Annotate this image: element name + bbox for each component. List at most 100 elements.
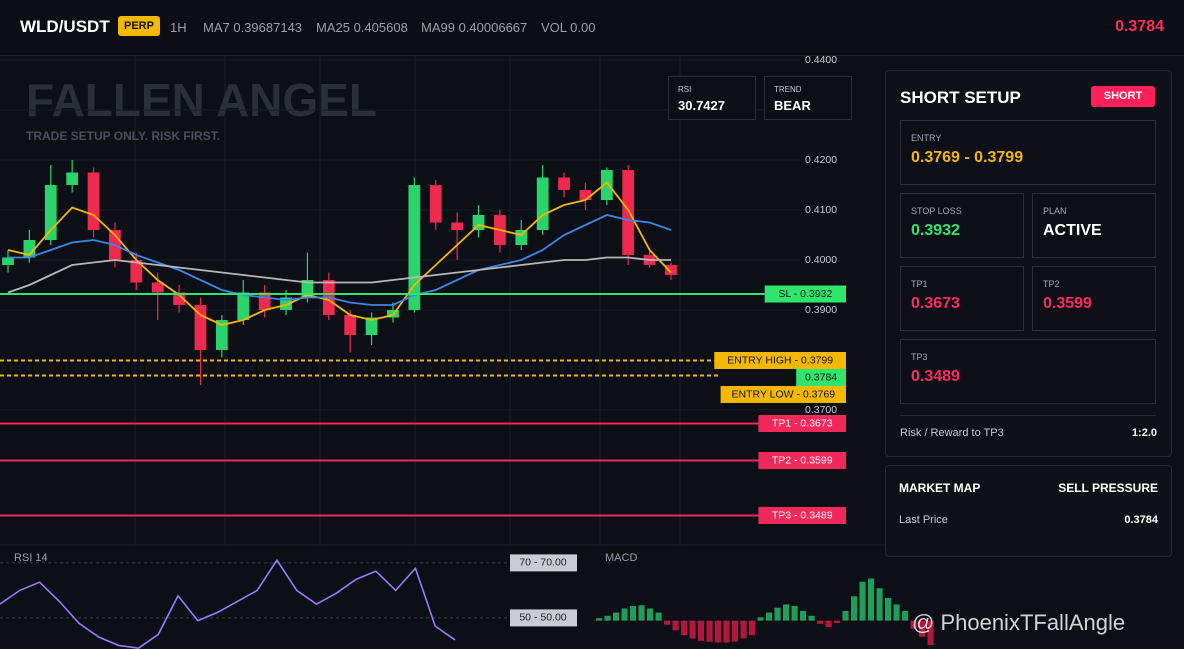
candle-body: [66, 172, 79, 185]
histogram-bar: [919, 620, 926, 637]
y-tick-label: 0.3900: [805, 304, 837, 316]
level-label-box: [758, 507, 846, 524]
candle-body: [130, 260, 143, 283]
histogram-bar: [681, 620, 688, 636]
histogram-bar: [723, 620, 730, 643]
mm-status: SELL PRESSURE: [1058, 481, 1158, 495]
card: TP3 0.3489: [900, 339, 1156, 404]
candle-body: [558, 177, 570, 190]
histogram-bar: [774, 607, 781, 621]
level-label-box: [758, 452, 846, 469]
level-label-box: [758, 415, 846, 432]
card: PLAN ACTIVE: [1032, 193, 1156, 258]
rsi-line: [0, 558, 456, 649]
candle-body: [44, 185, 57, 240]
ma-line: [8, 214, 672, 306]
candle-body: [429, 185, 442, 223]
candle-body: [365, 317, 378, 335]
histogram-bar: [715, 620, 722, 643]
y-tick-label: 0.3700: [805, 404, 837, 416]
setup-panel: SHORT SETUP SHORT ENTRY 0.3769 - 0.3799 S…: [885, 70, 1172, 457]
histogram-bar: [740, 620, 747, 639]
histogram-bar: [817, 620, 824, 624]
level-label: ENTRY HIGH - 0.3799: [727, 354, 833, 366]
histogram-bar: [868, 578, 875, 621]
ma99: MA99 0.40006667: [421, 20, 528, 35]
histogram-bar: [842, 610, 849, 621]
histogram-bar: [698, 620, 705, 641]
histogram-bar: [596, 618, 603, 621]
candle-body: [344, 315, 357, 335]
y-tick-label: 0.4100: [805, 204, 837, 216]
histogram-bar: [613, 612, 620, 621]
badge: PERP: [118, 16, 160, 36]
indicator-label: RSI: [678, 85, 692, 94]
level-label: TP2 - 0.3599: [772, 454, 833, 466]
histogram-bar: [902, 610, 909, 621]
histogram-bar: [655, 612, 662, 621]
card: STOP LOSS 0.3932: [900, 193, 1024, 258]
histogram-bar: [664, 620, 671, 625]
indicator-box: TREND BEAR: [764, 76, 852, 120]
last-price: 0.3784: [1115, 18, 1164, 35]
level-label: TP3 - 0.3489: [772, 509, 833, 521]
histogram-bar: [732, 620, 739, 642]
divider: [900, 415, 1156, 416]
symbol: WLD/USDT: [20, 17, 110, 36]
candle-body: [87, 172, 100, 230]
card: ENTRY 0.3769 - 0.3799: [900, 120, 1156, 185]
candle-body: [2, 257, 14, 265]
histogram-bar: [876, 588, 883, 621]
candle-body: [23, 240, 36, 258]
card-value: 0.3932: [911, 222, 960, 239]
level-label-box: [714, 352, 846, 369]
candle-body: [258, 292, 271, 310]
histogram-bar: [757, 617, 764, 621]
level-label: ENTRY LOW - 0.3769: [732, 388, 836, 400]
histogram-bar: [638, 605, 645, 621]
card: TP1 0.3673: [900, 266, 1024, 331]
candle-body: [451, 222, 464, 230]
card-value: 0.3673: [911, 295, 960, 312]
histogram-bar: [791, 606, 798, 621]
histogram-bar: [783, 604, 790, 621]
tick-box: [510, 609, 577, 627]
card-label: STOP LOSS: [911, 206, 962, 216]
y-tick-label: 0.4400: [805, 54, 837, 66]
histogram-bar: [706, 620, 713, 642]
mm-row-label: Last Price: [899, 514, 948, 526]
histogram-bar: [851, 596, 858, 621]
market-map: MARKET MAP SELL PRESSURE Last Price 0.37…: [885, 465, 1172, 557]
candle-body: [237, 292, 250, 320]
interval[interactable]: 1H: [170, 20, 187, 35]
level-label-box: [720, 386, 846, 403]
indicator-box: RSI 30.7427: [668, 76, 756, 120]
candle-body: [472, 215, 485, 230]
card-value: 0.3599: [1043, 295, 1092, 312]
credit-watermark: @ PhoenixTFallAngle: [912, 610, 1126, 635]
card-value: ACTIVE: [1043, 222, 1102, 239]
histogram-bar: [647, 608, 654, 621]
histogram-bar: [630, 606, 637, 621]
candle-body: [515, 230, 528, 245]
card-label: TP1: [911, 279, 928, 289]
candle-body: [215, 320, 228, 350]
card: TP2 0.3599: [1032, 266, 1156, 331]
mm-row-value: 0.3784: [1124, 514, 1158, 526]
candle-body: [665, 265, 677, 275]
level-label: TP1 - 0.3673: [772, 417, 833, 429]
rr-value: 1:2.0: [1131, 427, 1157, 439]
histogram-bar: [834, 620, 841, 624]
card-label: TP2: [1043, 279, 1060, 289]
level-label-box: [796, 369, 846, 386]
indicator-value: BEAR: [774, 98, 811, 113]
candle-body: [280, 297, 292, 310]
direction-badge: SHORT: [1091, 86, 1155, 107]
candle-body: [301, 280, 314, 298]
indicator-value: 30.7427: [678, 98, 725, 113]
y-tick-label: 0.4200: [805, 154, 837, 166]
candle-body: [600, 170, 613, 200]
rsi-title: RSI 14: [14, 552, 48, 564]
